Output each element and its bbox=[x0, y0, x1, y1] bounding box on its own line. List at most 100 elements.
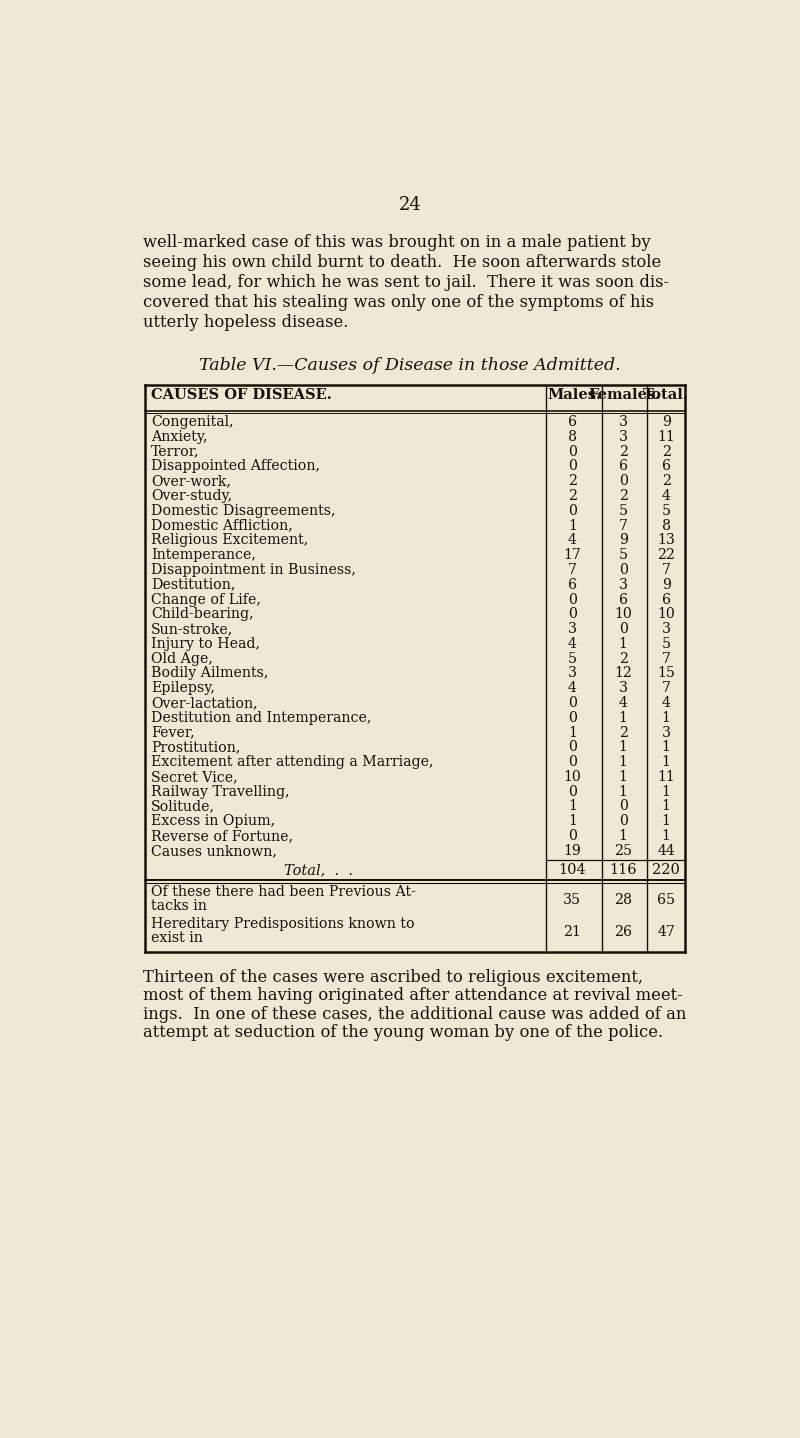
Text: 6: 6 bbox=[662, 460, 670, 473]
Text: 1: 1 bbox=[618, 830, 627, 843]
Text: Causes unknown,: Causes unknown, bbox=[151, 844, 277, 858]
Text: Sun-stroke,: Sun-stroke, bbox=[151, 623, 234, 636]
Text: CAUSES OF DISEASE.: CAUSES OF DISEASE. bbox=[151, 388, 332, 403]
Text: 1: 1 bbox=[662, 741, 670, 755]
Text: 0: 0 bbox=[568, 607, 577, 621]
Text: 17: 17 bbox=[563, 548, 582, 562]
Text: 5: 5 bbox=[618, 503, 628, 518]
Text: Males.: Males. bbox=[547, 388, 601, 403]
Text: Epilepsy,: Epilepsy, bbox=[151, 682, 215, 695]
Text: 3: 3 bbox=[618, 578, 628, 591]
Text: Change of Life,: Change of Life, bbox=[151, 592, 261, 607]
Text: 0: 0 bbox=[618, 814, 628, 828]
Text: Over-work,: Over-work, bbox=[151, 475, 231, 489]
Text: Of these there had been Previous At-: Of these there had been Previous At- bbox=[151, 884, 416, 899]
Text: Domestic Disagreements,: Domestic Disagreements, bbox=[151, 503, 336, 518]
Text: 8: 8 bbox=[568, 430, 577, 444]
Text: 4: 4 bbox=[568, 533, 577, 548]
Text: Solitude,: Solitude, bbox=[151, 800, 215, 814]
Text: utterly hopeless disease.: utterly hopeless disease. bbox=[142, 315, 348, 331]
Text: well-marked case of this was brought on in a male patient by: well-marked case of this was brought on … bbox=[142, 234, 650, 252]
Text: 11: 11 bbox=[658, 430, 675, 444]
Text: 104: 104 bbox=[558, 863, 586, 877]
Text: Table VI.—Causes of Disease in those Admitted.: Table VI.—Causes of Disease in those Adm… bbox=[199, 358, 621, 374]
Text: 7: 7 bbox=[662, 651, 670, 666]
Text: 1: 1 bbox=[662, 710, 670, 725]
Text: 2: 2 bbox=[568, 489, 577, 503]
Text: 5: 5 bbox=[662, 637, 670, 651]
Text: 0: 0 bbox=[618, 562, 628, 577]
Text: Destitution and Intemperance,: Destitution and Intemperance, bbox=[151, 710, 371, 725]
Text: Bodily Ailments,: Bodily Ailments, bbox=[151, 666, 269, 680]
Text: 7: 7 bbox=[618, 519, 628, 532]
Text: Reverse of Fortune,: Reverse of Fortune, bbox=[151, 830, 293, 843]
Text: 3: 3 bbox=[662, 623, 670, 636]
Text: 9: 9 bbox=[662, 578, 670, 591]
Text: 1: 1 bbox=[618, 769, 627, 784]
Text: 1: 1 bbox=[662, 755, 670, 769]
Text: 1: 1 bbox=[662, 814, 670, 828]
Text: 1: 1 bbox=[662, 800, 670, 814]
Text: 65: 65 bbox=[657, 893, 675, 907]
Text: 6: 6 bbox=[618, 592, 628, 607]
Text: 0: 0 bbox=[568, 696, 577, 710]
Text: 0: 0 bbox=[568, 460, 577, 473]
Text: 10: 10 bbox=[614, 607, 632, 621]
Text: 26: 26 bbox=[614, 925, 632, 939]
Text: tacks in: tacks in bbox=[151, 899, 207, 913]
Text: 0: 0 bbox=[568, 785, 577, 798]
Text: 4: 4 bbox=[662, 696, 670, 710]
Text: 4: 4 bbox=[568, 682, 577, 695]
Text: 1: 1 bbox=[662, 830, 670, 843]
Text: Over-lactation,: Over-lactation, bbox=[151, 696, 258, 710]
Text: Intemperance,: Intemperance, bbox=[151, 548, 256, 562]
Text: 3: 3 bbox=[568, 666, 577, 680]
Text: attempt at seduction of the young woman by one of the police.: attempt at seduction of the young woman … bbox=[142, 1024, 662, 1041]
Text: Disappointment in Business,: Disappointment in Business, bbox=[151, 562, 356, 577]
Text: 1: 1 bbox=[568, 814, 577, 828]
Text: 3: 3 bbox=[618, 682, 628, 695]
Text: 13: 13 bbox=[658, 533, 675, 548]
Text: 35: 35 bbox=[563, 893, 582, 907]
Text: 4: 4 bbox=[662, 489, 670, 503]
Text: 3: 3 bbox=[568, 623, 577, 636]
Text: 19: 19 bbox=[563, 844, 582, 858]
Text: 9: 9 bbox=[662, 416, 670, 429]
Text: 0: 0 bbox=[618, 623, 628, 636]
Text: 7: 7 bbox=[662, 682, 670, 695]
Text: ings.  In one of these cases, the additional cause was added of an: ings. In one of these cases, the additio… bbox=[142, 1005, 686, 1022]
Text: 2: 2 bbox=[568, 475, 577, 489]
Text: 1: 1 bbox=[568, 800, 577, 814]
Text: 15: 15 bbox=[657, 666, 675, 680]
Text: 47: 47 bbox=[658, 925, 675, 939]
Text: 0: 0 bbox=[568, 444, 577, 459]
Text: 1: 1 bbox=[618, 637, 627, 651]
Text: Total,  .  .: Total, . . bbox=[285, 863, 354, 877]
Text: 1: 1 bbox=[568, 519, 577, 532]
Text: 8: 8 bbox=[662, 519, 670, 532]
Text: Domestic Affliction,: Domestic Affliction, bbox=[151, 519, 293, 532]
Text: 0: 0 bbox=[568, 830, 577, 843]
Text: Thirteen of the cases were ascribed to religious excitement,: Thirteen of the cases were ascribed to r… bbox=[142, 969, 642, 985]
Text: 0: 0 bbox=[618, 800, 628, 814]
Text: 5: 5 bbox=[568, 651, 577, 666]
Text: Religious Excitement,: Religious Excitement, bbox=[151, 533, 308, 548]
Text: 6: 6 bbox=[568, 416, 577, 429]
Text: 1: 1 bbox=[618, 710, 627, 725]
Text: Railway Travelling,: Railway Travelling, bbox=[151, 785, 290, 798]
Text: most of them having originated after attendance at revival meet-: most of them having originated after att… bbox=[142, 986, 682, 1004]
Text: 44: 44 bbox=[658, 844, 675, 858]
Text: 12: 12 bbox=[614, 666, 632, 680]
Text: 1: 1 bbox=[618, 741, 627, 755]
Text: 2: 2 bbox=[618, 444, 628, 459]
Text: 28: 28 bbox=[614, 893, 632, 907]
Text: Fever,: Fever, bbox=[151, 726, 194, 739]
Text: 1: 1 bbox=[662, 785, 670, 798]
Text: Terror,: Terror, bbox=[151, 444, 200, 459]
Text: 1: 1 bbox=[618, 755, 627, 769]
Text: Congenital,: Congenital, bbox=[151, 416, 234, 429]
Text: seeing his own child burnt to death.  He soon afterwards stole: seeing his own child burnt to death. He … bbox=[142, 255, 661, 272]
Text: 1: 1 bbox=[568, 726, 577, 739]
Text: 4: 4 bbox=[618, 696, 627, 710]
Text: 22: 22 bbox=[657, 548, 675, 562]
